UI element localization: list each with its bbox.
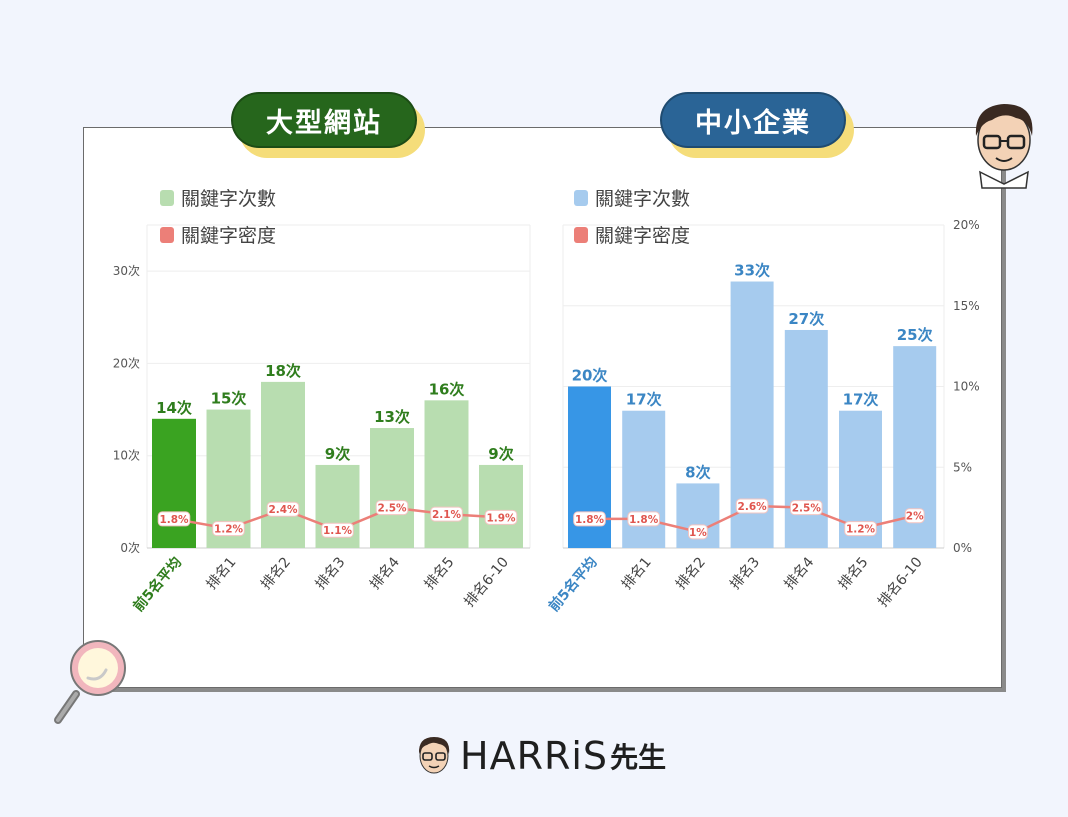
bar xyxy=(784,329,828,548)
density-label-bg xyxy=(212,521,245,537)
density-label-bg xyxy=(790,500,823,516)
x-tick-label: 排名4 xyxy=(781,554,817,593)
avatar-icon xyxy=(975,104,1033,189)
legend-label-count: 關鍵字次數 xyxy=(595,188,690,210)
density-label-bg xyxy=(157,511,191,527)
bar-value-label: 9次 xyxy=(488,445,513,463)
bar-value-label: 8次 xyxy=(685,463,710,481)
density-label-bg xyxy=(375,500,409,516)
x-tick-label: 排名1 xyxy=(204,554,240,593)
y2-tick-label: 10% xyxy=(953,380,980,394)
density-label-bg xyxy=(627,511,661,527)
x-tick-label: 前5名平均 xyxy=(545,554,600,615)
x-tick-label: 排名6-10 xyxy=(875,554,926,610)
y-tick-label: 20次 xyxy=(113,356,140,370)
density-value-label: 2.6% xyxy=(738,501,768,513)
bar-value-label: 25次 xyxy=(897,326,933,344)
logo-suffix: 先生 xyxy=(610,741,667,774)
y2-tick-label: 20% xyxy=(953,218,980,232)
magnifier-icon xyxy=(54,640,126,724)
bar xyxy=(152,418,196,548)
density-label-bg xyxy=(844,521,877,537)
legend-label-density: 關鍵字密度 xyxy=(595,225,690,247)
y2-tick-label: 15% xyxy=(953,299,980,313)
legend-swatch-count xyxy=(160,190,174,206)
bar-value-label: 13次 xyxy=(374,408,410,426)
brand-logo: HARRiS 先生 xyxy=(414,732,666,780)
x-tick-label: 排名6-10 xyxy=(461,554,512,610)
density-value-label: 2.5% xyxy=(792,503,822,515)
bar xyxy=(479,464,523,548)
density-value-label: 1.9% xyxy=(486,512,516,524)
x-tick-label: 排名3 xyxy=(727,554,763,593)
legend-label-density: 關鍵字密度 xyxy=(181,225,276,247)
y-tick-label: 0次 xyxy=(120,541,140,555)
density-value-label: 1.8% xyxy=(629,514,659,526)
bar-value-label: 16次 xyxy=(429,380,465,398)
density-value-label: 1.2% xyxy=(846,524,876,536)
density-label-bg xyxy=(321,522,354,538)
x-tick-label: 排名5 xyxy=(422,554,458,593)
density-value-label: 1.2% xyxy=(214,524,244,536)
legend-swatch-density xyxy=(574,227,588,243)
density-value-label: 2.4% xyxy=(268,504,298,516)
x-tick-label: 排名2 xyxy=(673,554,709,593)
bar-value-label: 20次 xyxy=(572,367,608,385)
legend-swatch-density xyxy=(160,227,174,243)
x-tick-label: 排名3 xyxy=(313,554,349,593)
density-label-bg xyxy=(904,508,925,524)
density-value-label: 1% xyxy=(689,527,707,539)
x-tick-label: 前5名平均 xyxy=(130,554,185,615)
logo-face-icon xyxy=(418,737,450,774)
chart-card xyxy=(83,127,1002,688)
bar-value-label: 27次 xyxy=(788,310,824,328)
density-label-bg xyxy=(266,501,300,517)
y2-tick-label: 0% xyxy=(953,541,972,555)
x-tick-label: 排名2 xyxy=(258,554,294,593)
bar xyxy=(424,400,469,548)
density-value-label: 2% xyxy=(906,511,924,523)
bar xyxy=(261,381,305,548)
bar-value-label: 33次 xyxy=(734,262,770,280)
density-value-label: 2.1% xyxy=(432,509,462,521)
bar-value-label: 17次 xyxy=(843,391,879,409)
density-value-label: 1.8% xyxy=(575,514,605,526)
badge-label: 大型網站 xyxy=(231,92,417,148)
density-label-bg xyxy=(573,511,606,527)
y2-tick-label: 5% xyxy=(953,460,972,474)
bar xyxy=(370,428,414,548)
density-label-bg xyxy=(484,509,518,525)
y-tick-label: 10次 xyxy=(113,449,140,463)
legend-label-count: 關鍵字次數 xyxy=(181,188,276,210)
density-label-bg xyxy=(735,498,769,514)
bar xyxy=(622,410,666,548)
density-label-bg xyxy=(430,506,463,522)
bar-value-label: 15次 xyxy=(211,390,247,408)
bar-value-label: 18次 xyxy=(265,362,301,380)
x-tick-label: 排名5 xyxy=(836,554,872,593)
x-tick-label: 排名1 xyxy=(619,554,655,593)
density-label-bg xyxy=(688,524,708,540)
bar-value-label: 14次 xyxy=(156,399,192,417)
legend-swatch-count xyxy=(574,190,588,206)
y-tick-label: 30次 xyxy=(113,264,140,278)
density-value-label: 1.8% xyxy=(159,514,189,526)
bar-value-label: 9次 xyxy=(325,445,350,463)
density-value-label: 2.5% xyxy=(377,503,407,515)
bar-value-label: 17次 xyxy=(626,391,662,409)
logo-brand: HARRiS xyxy=(460,734,609,778)
x-tick-label: 排名4 xyxy=(367,554,403,593)
density-value-label: 1.1% xyxy=(323,525,353,537)
badge-label: 中小企業 xyxy=(660,92,846,148)
